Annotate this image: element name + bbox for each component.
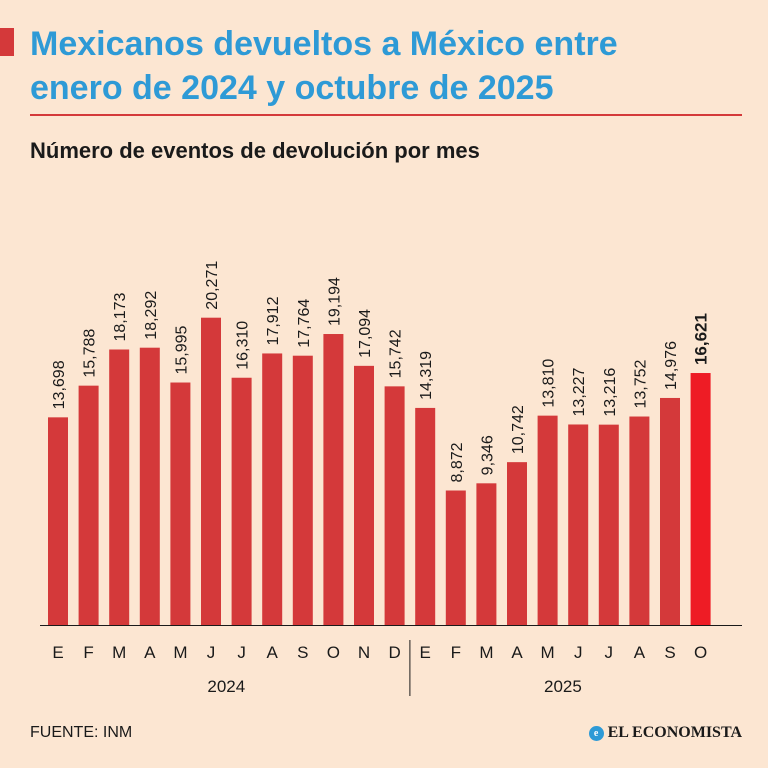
x-tick-label: A — [511, 643, 523, 662]
year-group-label: 2024 — [207, 677, 245, 696]
bar-value-label: 13,227 — [571, 367, 588, 416]
bar-value-label: 15,788 — [82, 329, 99, 378]
x-tick-label: A — [634, 643, 646, 662]
bar-value-label: 13,810 — [541, 359, 558, 408]
x-tick-label: F — [451, 643, 461, 662]
x-tick-label: S — [297, 643, 308, 662]
bar-value-label: 18,292 — [143, 291, 160, 340]
bar-value-label: 16,621 — [692, 313, 711, 365]
bar — [78, 385, 99, 625]
bar-value-label: 13,698 — [51, 360, 68, 409]
bar-value-label: 17,094 — [357, 309, 374, 358]
year-group-label: 2025 — [544, 677, 582, 696]
bar-value-label: 14,976 — [663, 341, 680, 390]
bar — [354, 365, 374, 625]
bar — [384, 386, 405, 625]
brand-name: EL ECONOMISTA — [607, 724, 742, 741]
chart-title: Mexicanos devueltos a México entre enero… — [30, 22, 750, 110]
bar-value-label: 16,310 — [235, 321, 252, 370]
bar — [537, 415, 558, 625]
x-tick-label: A — [267, 643, 279, 662]
bar — [660, 397, 680, 625]
bar-value-label: 15,742 — [388, 329, 405, 378]
bar — [231, 377, 252, 625]
x-tick-label: E — [420, 643, 431, 662]
bar-value-label: 17,912 — [265, 296, 282, 345]
bar-value-label: 8,872 — [449, 442, 466, 482]
x-tick-label: O — [694, 643, 707, 662]
bar — [262, 353, 283, 625]
bar — [48, 417, 68, 625]
x-tick-label: O — [327, 643, 340, 662]
bar — [139, 347, 160, 625]
x-tick-label: J — [207, 643, 216, 662]
chart-subtitle: Número de eventos de devolución por mes — [30, 138, 480, 163]
x-tick-label: M — [541, 643, 555, 662]
bar — [568, 424, 589, 625]
brand-logo: e EL ECONOMISTA — [588, 724, 742, 742]
title-accent-bar — [0, 28, 14, 56]
bar-value-label: 15,995 — [173, 325, 190, 374]
bar — [629, 416, 650, 625]
bar-value-label: 19,194 — [326, 277, 343, 326]
chart-title-line-2: enero de 2024 y octubre de 2025 — [30, 69, 554, 107]
x-tick-label: D — [388, 643, 400, 662]
x-tick-label: J — [605, 643, 614, 662]
x-tick-label: E — [52, 643, 63, 662]
bar — [201, 317, 221, 625]
x-tick-label: F — [83, 643, 93, 662]
bar-value-label: 20,271 — [204, 261, 221, 310]
x-tick-label: J — [237, 643, 246, 662]
bar — [445, 490, 466, 625]
bar — [292, 355, 313, 625]
bar-value-label: 14,319 — [418, 351, 435, 400]
bar-value-label: 13,216 — [602, 368, 619, 417]
bar — [598, 424, 619, 625]
bar — [109, 349, 130, 625]
chart-title-line-1: Mexicanos devueltos a México entre — [30, 25, 618, 63]
x-tick-label: M — [173, 643, 187, 662]
bar-value-label: 13,752 — [632, 359, 649, 408]
title-divider — [30, 114, 742, 116]
x-tick-label: M — [112, 643, 126, 662]
bar-value-label: 18,173 — [112, 292, 129, 341]
bar — [507, 462, 527, 625]
x-tick-label: N — [358, 643, 370, 662]
bar-value-label: 17,764 — [296, 299, 313, 348]
bar-value-label: 10,742 — [510, 405, 527, 454]
bar — [323, 334, 344, 625]
bar — [170, 382, 191, 625]
bar — [476, 483, 497, 625]
bar-value-label: 9,346 — [479, 435, 496, 475]
x-tick-label: A — [144, 643, 156, 662]
source-note: FUENTE: INM — [30, 724, 133, 741]
x-tick-label: S — [664, 643, 675, 662]
x-tick-label: M — [479, 643, 493, 662]
bar — [415, 407, 436, 625]
x-tick-label: J — [574, 643, 583, 662]
bar — [690, 373, 711, 625]
brand-e-icon: e — [588, 725, 604, 741]
